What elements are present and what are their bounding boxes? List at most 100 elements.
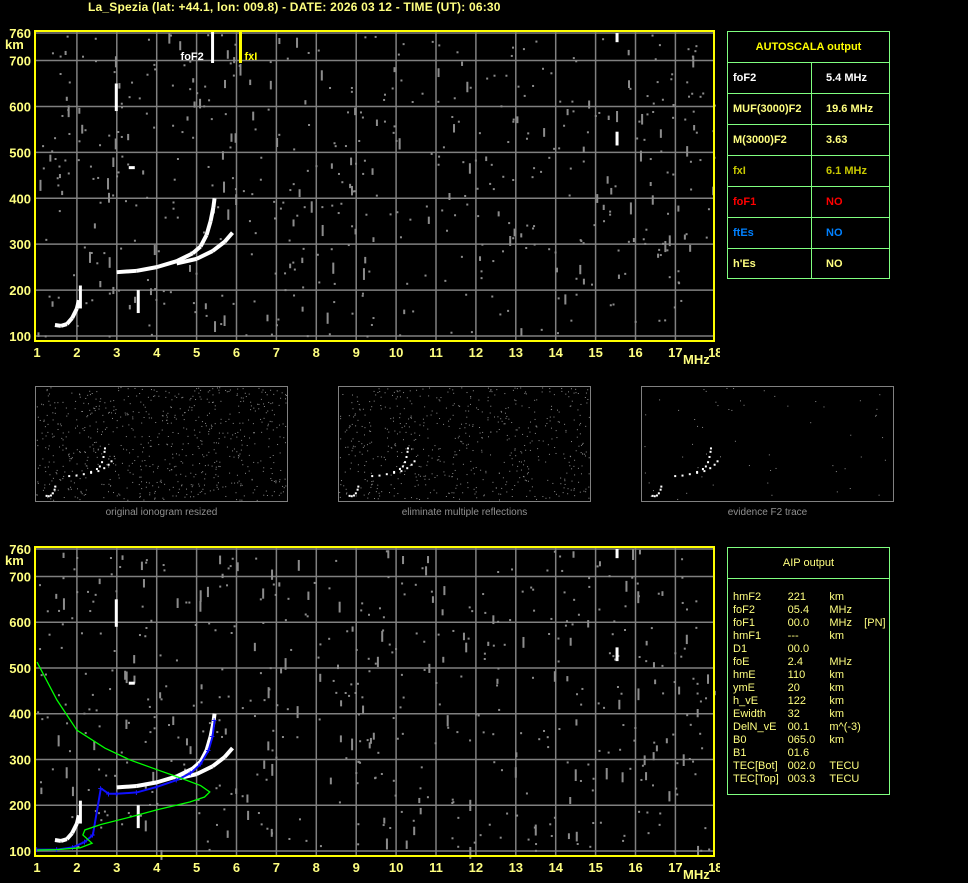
noise-dot	[469, 739, 472, 742]
noise-dot	[103, 497, 105, 499]
noise-dot	[422, 418, 424, 420]
noise-dot	[87, 394, 89, 396]
noise-dot	[485, 156, 488, 162]
noise-dot	[396, 211, 399, 214]
noise-dot	[272, 583, 275, 586]
noise-dot	[507, 407, 509, 409]
noise-dot	[215, 442, 217, 444]
trace-dot	[653, 495, 656, 498]
noise-dot	[56, 469, 58, 471]
noise-dot	[91, 299, 94, 302]
noise-dot	[609, 304, 612, 307]
noise-dot	[37, 482, 39, 484]
noise-dot	[273, 491, 275, 493]
noise-dot	[128, 465, 130, 467]
y-tick-label: 700	[9, 54, 31, 69]
noise-dot	[140, 401, 142, 403]
noise-dot	[375, 394, 377, 396]
noise-dot	[252, 423, 254, 425]
noise-dot	[428, 395, 430, 397]
noise-dot	[77, 159, 80, 162]
noise-dot	[452, 414, 454, 416]
noise-dot	[260, 460, 262, 462]
noise-dot	[446, 229, 449, 232]
noise-dot	[558, 411, 560, 413]
noise-dot	[44, 484, 46, 486]
noise-dot	[159, 654, 162, 657]
noise-dot	[393, 67, 396, 73]
noise-dot	[263, 405, 265, 407]
noise-dot	[158, 486, 160, 488]
noise-dot	[370, 430, 372, 432]
noise-dot	[153, 395, 155, 397]
noise-dot	[631, 576, 634, 579]
noise-dot	[354, 455, 356, 457]
noise-dot	[497, 211, 500, 217]
noise-dot	[492, 260, 495, 263]
trace-dot	[103, 450, 106, 453]
noise-dot	[597, 702, 600, 705]
noise-dot	[253, 642, 256, 652]
noise-dot	[383, 120, 386, 123]
noise-dot	[241, 707, 244, 710]
noise-dot	[174, 416, 176, 418]
noise-dot	[154, 68, 157, 71]
noise-dot	[350, 90, 353, 93]
noise-dot	[651, 34, 654, 37]
aip-title: AIP output	[728, 548, 889, 579]
x-tick-label: 14	[548, 345, 563, 360]
noise-dot	[415, 632, 418, 635]
noise-dot	[516, 116, 519, 124]
noise-dot	[573, 488, 575, 490]
noise-dot	[280, 492, 282, 494]
noise-dot	[530, 586, 533, 589]
noise-dot	[395, 648, 398, 651]
thumbnail-caption: evidence F2 trace	[727, 507, 808, 518]
noise-dot	[103, 252, 106, 255]
noise-dot	[201, 472, 203, 474]
noise-dot	[47, 395, 49, 397]
noise-dot	[621, 772, 624, 783]
y-axis-unit: km	[5, 553, 24, 568]
noise-dot	[667, 212, 670, 215]
echo-streak	[114, 599, 118, 627]
noise-dot	[44, 487, 46, 489]
noise-dot	[427, 461, 429, 463]
noise-dot	[202, 730, 205, 733]
noise-dot	[164, 216, 167, 219]
noise-dot	[258, 408, 260, 410]
noise-dot	[212, 401, 214, 403]
noise-dot	[657, 592, 660, 595]
plot-frame	[34, 546, 715, 857]
noise-dot	[652, 662, 655, 668]
noise-dot	[661, 591, 664, 596]
noise-dot	[619, 748, 622, 751]
noise-dot	[205, 425, 207, 427]
noise-dot	[304, 613, 307, 616]
noise-dot	[686, 81, 689, 84]
noise-dot	[353, 190, 356, 193]
noise-dot	[271, 480, 273, 482]
noise-dot	[183, 419, 185, 421]
noise-dot	[400, 483, 402, 485]
noise-dot	[91, 693, 94, 696]
noise-dot	[646, 113, 649, 116]
noise-dot	[681, 558, 684, 561]
noise-dot	[50, 498, 52, 500]
noise-dot	[223, 808, 226, 811]
noise-dot	[374, 35, 377, 38]
noise-dot	[279, 436, 281, 438]
noise-dot	[170, 469, 172, 471]
noise-dot	[140, 469, 142, 471]
noise-dot	[220, 418, 222, 420]
noise-dot	[105, 774, 108, 777]
noise-dot	[258, 403, 260, 405]
noise-dot	[88, 708, 91, 711]
noise-dot	[375, 194, 378, 197]
noise-dot	[347, 446, 349, 448]
noise-dot	[143, 499, 145, 501]
noise-dot	[452, 389, 454, 391]
noise-dot	[229, 146, 232, 149]
noise-dot	[272, 455, 274, 457]
noise-dot	[242, 422, 244, 424]
